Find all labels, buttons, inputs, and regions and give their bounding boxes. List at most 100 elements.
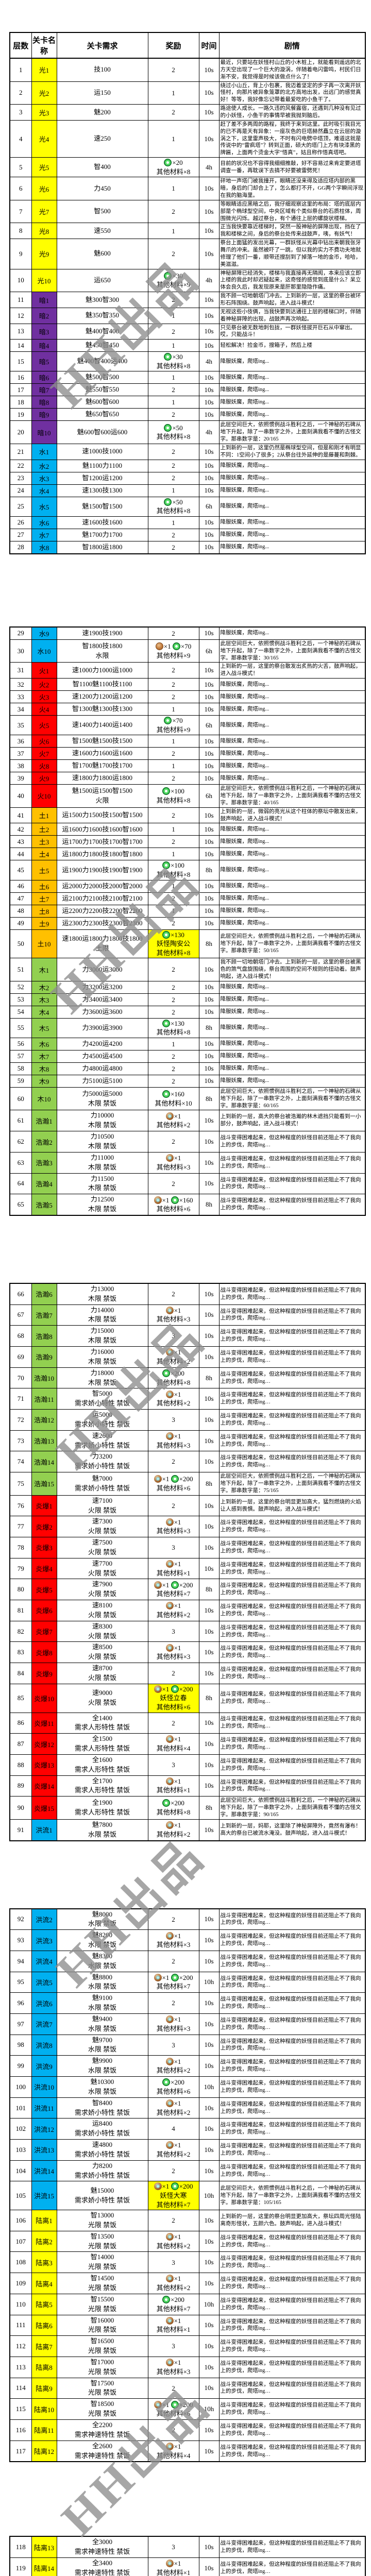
floor-cell: 42 — [9, 823, 32, 836]
table-row: 115 陆离10 智18500 光限 禁饭 ×1 ×200 其他材料×6 10h 战斗变得困… — [9, 2398, 366, 2420]
reward-qty: ×160 — [179, 1196, 193, 1204]
monster-egg-icon — [154, 1581, 162, 1589]
floor-cell: 85 — [9, 1683, 32, 1713]
reward-qty: ×1 — [174, 1777, 181, 1785]
story-cell: 等眼睛适应黑暗之后，我仔细观察这里的布局：塔的底层内部是个椭球型空间，中央区域有… — [218, 199, 366, 224]
floor-cell: 35 — [9, 715, 32, 736]
reward-cell: 2 — [147, 2210, 199, 2231]
time-cell: 10s — [198, 662, 220, 679]
floor-cell: 28 — [9, 540, 32, 554]
time-cell: 10s — [198, 1641, 220, 1664]
reward-cell: ×130 妖怪陶安公 其他材料×8 — [147, 929, 199, 959]
requirement-line: 力3200运3200 — [82, 982, 123, 991]
reward-cell: 3 — [147, 1537, 199, 1558]
table-row: 3 光3 魅200 2 10s 路途使人成长。一路久违的风餐露宿，还遇到几种没有见过的小妖… — [9, 104, 366, 121]
requirement-cell: 智1500魅1500技1500 — [56, 735, 148, 748]
requirement-line: 智8400 — [92, 2098, 112, 2107]
floor-cell: 5 — [9, 157, 32, 178]
requirement-line: 水限 禁饭 — [88, 1941, 117, 1949]
reward-cell: ×130 其他材料×8 — [147, 1018, 199, 1038]
table-row: 23 水3 智1200运1200 2 10s 降服妖魔，爬塔ing... — [9, 471, 366, 485]
story-cell: 战斗变得困难起来，但这种程度的妖怪目前还阻止不了我向上的步伐，爬塔ing… — [218, 2377, 366, 2399]
table-row: 58 木8 力4800运4800 2 10s 降服妖魔，爬塔ing... — [9, 1062, 366, 1075]
requirement-cell: 力4800运4800 — [56, 1062, 148, 1075]
table-row: 67 浩瀚7 力14000 木限 禁饭 ×1 其他材料×3 10s 战斗变得困难起来，但这种… — [9, 1304, 366, 1326]
time-cell: 10s — [198, 528, 220, 541]
reward-icon-line: ×1 — [149, 1390, 198, 1399]
story-cell: 正当我快要靠近楼梯时，突然一股神秘的屏障出现，挡在了我和楼梯之间，身后的祭台处传… — [218, 223, 366, 240]
requirement-line: 技100 — [94, 65, 111, 74]
reward-cell: 2 — [147, 1131, 199, 1153]
requirement-line: 全2600 — [92, 2442, 112, 2450]
level-name-cell: 洪流4 — [31, 1950, 57, 1972]
time-cell: 10s — [198, 1074, 220, 1088]
table-row: 56 木6 力4200运4200 1 10s 降服妖魔，爬塔ing... — [9, 1037, 366, 1050]
requirement-cell: 魅350智350 — [56, 307, 148, 324]
reward-cell: ×50 其他材料×8 — [147, 420, 199, 444]
reward-qty: ×1 — [174, 2233, 181, 2241]
reward-cell: 3 — [147, 1325, 199, 1347]
story-cell: 降服妖魔，爬塔ing... — [218, 1005, 366, 1019]
requirement-cell: 智5000 需求娇小特性 禁饭 — [56, 1388, 148, 1410]
requirement-line: 魅600智600运600 — [77, 428, 128, 436]
requirement-line: 水限 禁饭 — [88, 1830, 117, 1838]
story-cell: 降服妖魔，爬塔ing... — [218, 848, 366, 861]
requirement-line: 需求娇小特性 禁饭 — [74, 1484, 130, 1492]
levels-table: 118 陆离13 全3000 需求神速特性 禁饭 3 10s 战斗变得困难起来，但这种程度的… — [9, 2536, 366, 2576]
reward-qty: ×200 — [179, 1685, 193, 1693]
table-row: 42 土2 运1600力1600技1600智1600 1 10s 降服妖魔，爬塔ing..… — [9, 823, 366, 836]
requirement-line: 智400 — [94, 163, 111, 171]
level-name-cell: 木4 — [31, 1005, 57, 1019]
requirement-cell: 力11000 木限 禁饭 — [56, 1151, 148, 1174]
table-row: 40 火10 魅1500运1500智1500 火限 ×100 其他材料×8 6h 此层空间巨… — [9, 784, 366, 808]
story-cell: 战斗变得困难起来，但这种程度的妖怪目前还阻止不了我向上的步伐，爬塔ing… — [218, 2076, 366, 2098]
floor-cell: 83 — [9, 1641, 32, 1664]
reward-icon-line: ×1 — [149, 1348, 198, 1357]
reward-qty: ×1 — [174, 1560, 181, 1568]
requirement-cell: 运1800力1800技1800智1800 — [56, 848, 148, 861]
floor-cell: 119 — [9, 2557, 32, 2576]
guide-page: 29 水9 速1900技1900 2 10s 降服妖魔，爬塔ing... 30 水10 智180… — [9, 626, 366, 1216]
requirement-line: 木限 禁饭 — [88, 1294, 117, 1302]
table-row: 68 浩瀚8 力15000 木限 禁饭 3 10s 战斗变得困难起来，但这种程度的妖怪目前还… — [9, 1325, 366, 1347]
reward-cell: 2 — [147, 1173, 199, 1195]
floor-cell: 60 — [9, 1087, 32, 1111]
requirement-cell: 魅9400 水限 禁饭 — [56, 2013, 148, 2035]
reward-extra-line: 其他材料×2 — [156, 2066, 191, 2075]
level-name-cell: 火10 — [31, 784, 57, 808]
story-cell: 绕过小山丘，背上小包裹，我迈着坚定的步子再一次离开妖怪村，向那片被异象笼罩的北方… — [218, 81, 366, 105]
story-cell: 战斗变得困难起来，但这种程度的妖怪目前还阻止不了我向上的步伐，爬塔ing… — [218, 1173, 366, 1195]
time-cell: 6h — [198, 715, 220, 736]
table-row: 13 暗3 魅400智400 2 10s 只见祭台被无数地刺包拢，一群妖怪拔开巨石从中窜出… — [9, 323, 366, 340]
requirement-cell: 智1100魅1100技1100 — [56, 678, 148, 691]
reward-cell: 1 — [147, 81, 199, 105]
requirement-cell: 魅8800 水限 禁饭 — [56, 1971, 148, 1993]
time-cell: 8h — [198, 1194, 220, 1216]
floor-cell: 14 — [9, 339, 32, 352]
story-cell: 降服妖魔，爬塔ing... — [218, 1049, 366, 1063]
time-cell: 10s — [198, 2377, 220, 2399]
requirement-line: 力5000运5000 — [82, 1089, 123, 1097]
story-cell: 战斗变得困难起来，但这种程度的妖怪目前还阻止不了我向上的步伐，爬塔ing… — [218, 1346, 366, 1368]
time-cell: 10s — [198, 958, 220, 981]
level-name-cell: 土4 — [31, 848, 57, 861]
reward-cell: 2 — [147, 58, 199, 82]
story-cell: 此层空间巨大，依照惯例战斗胜利之后，一个神秘的石碑从地下升起，除了一串数字之外，… — [218, 1796, 366, 1820]
floor-cell: 61 — [9, 1110, 32, 1132]
table-row: 4 光4 速250 1 10s 赶了差不多两周的路程，我终于来到这里。此时吸引我目光的已不… — [9, 120, 366, 158]
level-name-cell: 暗4 — [31, 339, 57, 352]
time-cell: 10s — [198, 1950, 220, 1972]
requirement-cell: 技100 — [56, 58, 148, 82]
requirement-cell: 速7900 火限 禁饭 — [56, 1579, 148, 1601]
reward-icon-line: ×200 — [149, 2295, 198, 2304]
floor-cell: 56 — [9, 1037, 32, 1050]
requirement-cell: 魅600智600 — [56, 396, 148, 409]
requirement-line: 智1800技1800 — [82, 641, 123, 650]
floor-cell: 7 — [9, 199, 32, 224]
level-name-cell: 陆离10 — [31, 2398, 57, 2420]
story-cell: 降服妖魔，爬塔ing... — [218, 383, 366, 397]
level-name-cell: 水1 — [31, 443, 57, 460]
reward-cell: 2 — [147, 2160, 199, 2182]
requirement-cell: 速9000 火限 禁饭 — [56, 1683, 148, 1713]
copper-coin-icon — [155, 642, 163, 651]
